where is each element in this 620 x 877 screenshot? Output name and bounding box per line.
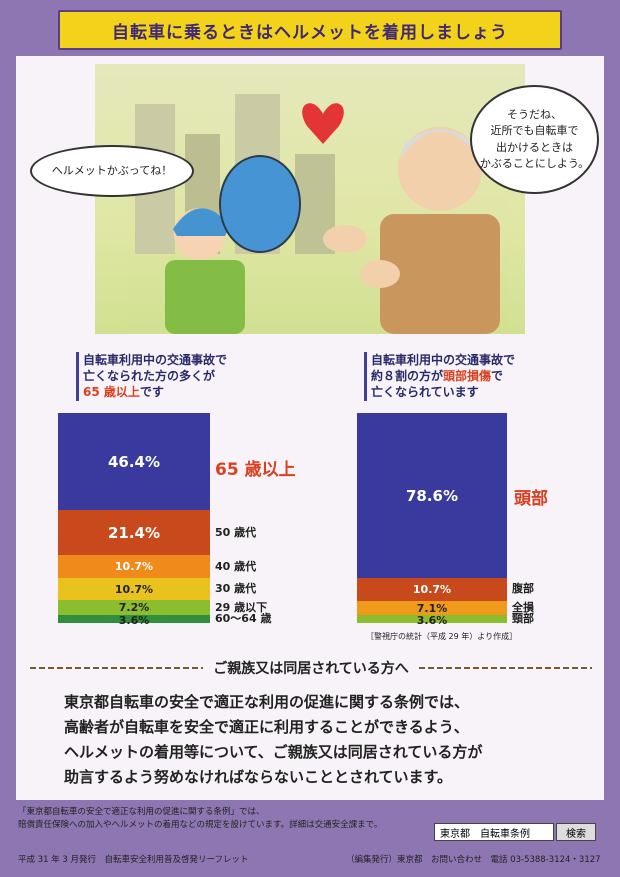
body-paragraph: 東京都自転車の安全で適正な利用の促進に関する条例では、 高齢者が自転車を安全で適… xyxy=(64,690,564,790)
divider-right xyxy=(418,667,592,669)
girl-shirt xyxy=(165,260,245,334)
right-chart-callout: 頭部 xyxy=(514,489,548,509)
left-heading-line: 亡くなられた方の多くが xyxy=(83,369,216,384)
section-heading: ご親族又は同居されている方へ xyxy=(30,657,592,679)
injury-legend-labels: 頸部 全損 腹部 xyxy=(512,413,572,626)
issue-info: 平成 31 年 3 月発行 自転車安全利用普及啓発リーフレット xyxy=(18,855,249,865)
body-line: 東京都自転車の安全で適正な利用の促進に関する条例では、 xyxy=(64,693,470,711)
search-input[interactable]: 東京都 自転車条例 xyxy=(434,823,554,841)
right-heading-line: 亡くなられています xyxy=(371,385,479,400)
bar-segment: 7.2% xyxy=(58,600,210,616)
age-stacked-bar: 3.6% 7.2% 10.7% 10.7% 21.4% 46.4% xyxy=(58,413,210,626)
left-heading-line: 自転車利用中の交通事故で xyxy=(83,353,228,367)
body-line: 高齢者が自転車を安全で適正に利用することができるよう、 xyxy=(64,718,469,736)
injury-stacked-bar: 3.6% 7.1% 10.7% 78.6% xyxy=(357,413,507,626)
right-heading-line: 自転車利用中の交通事故で xyxy=(371,353,516,367)
illustration-drawing xyxy=(135,94,500,334)
right-heading-suffix: で xyxy=(491,369,504,384)
body-line: ヘルメットの着用等について、ご親族又は同居されている方が xyxy=(64,743,483,761)
segment-label: 頸部 xyxy=(512,612,534,626)
man-hand xyxy=(360,260,400,288)
girl-speech-bubble: ヘルメットかぶってね！ xyxy=(30,145,194,197)
man-speech-line: 出かけるときは xyxy=(496,140,573,154)
man-speech-bubble: そうだね、 近所でも自転車で 出かけるときは かぶることにしよう。 xyxy=(470,85,599,194)
segment-label: 腹部 xyxy=(512,582,534,596)
bar-segment: 10.7% xyxy=(58,577,210,601)
bar-segment: 10.7% xyxy=(357,578,507,601)
section-heading-text: ご親族又は同居されている方へ xyxy=(213,661,409,677)
right-chart-heading: 自転車利用中の交通事故で 約８割の方が頭部損傷で 亡くなられています xyxy=(364,352,515,401)
man-face xyxy=(398,127,482,211)
segment-label: 50 歳代 xyxy=(215,525,257,539)
age-legend-labels: 60～64 歳 29 歳以下 30 歳代 40 歳代 50 歳代 xyxy=(215,413,295,626)
bar-segment: 21.4% xyxy=(58,510,210,556)
bar-segment: 46.4% xyxy=(58,413,210,511)
left-heading-suffix: です xyxy=(139,385,164,400)
right-heading-highlight: 頭部損傷 xyxy=(443,369,492,384)
man-hair xyxy=(400,129,480,159)
divider-left xyxy=(30,667,204,669)
data-source: ［警視庁の統計（平成 29 年）より作成］ xyxy=(366,632,518,641)
bar-segment: 10.7% xyxy=(58,555,210,578)
man-hand xyxy=(323,225,367,253)
man-speech-line: 近所でも自転車で xyxy=(490,124,579,137)
bar-segment: 3.6% xyxy=(357,615,507,626)
body-line: 助言するよう努めなければならないこととされています。 xyxy=(64,768,453,786)
footer-note-line: 「東京都自転車の安全で適正な利用の促進に関する条例」では、 xyxy=(18,807,265,817)
girl-speech-text: ヘルメットかぶってね！ xyxy=(51,163,173,177)
page-title: 自転車に乗るときはヘルメットを着用しましょう xyxy=(58,10,562,50)
man-vest xyxy=(380,214,500,334)
left-heading-line: 65 歳以上です xyxy=(83,384,227,400)
bar-segment: 3.6% xyxy=(58,615,210,626)
girl-helmet xyxy=(173,208,230,236)
segment-label: 29 歳以下 xyxy=(215,600,268,614)
segment-label: 30 歳代 xyxy=(215,582,257,596)
heart-icon xyxy=(302,103,344,144)
publisher-info: （編集発行）東京都 お問い合わせ 電話 03-5388-3124・3127 xyxy=(346,855,601,865)
left-chart-callout: 65 歳以上 xyxy=(215,460,296,480)
man-speech-line: そうだね、 xyxy=(507,107,562,121)
bar-segment: 78.6% xyxy=(357,413,507,579)
right-heading-prefix: 約８割の方が xyxy=(371,369,444,384)
right-heading-line: 約８割の方が頭部損傷で xyxy=(371,368,515,384)
segment-label: 40 歳代 xyxy=(215,559,257,573)
illustration-scene xyxy=(95,64,525,334)
footer-note-line: 賠償責任保険への加入やヘルメットの着用などの規定を設けています。詳細は交通安全課… xyxy=(18,820,383,830)
held-helmet-icon xyxy=(219,155,301,253)
footer-note: 「東京都自転車の安全で適正な利用の促進に関する条例」では、 賠償責任保険への加入… xyxy=(18,806,418,832)
search-button[interactable]: 検索 xyxy=(556,823,596,841)
segment-label: 全損 xyxy=(512,601,534,614)
bar-segment: 7.1% xyxy=(357,600,507,616)
segment-label: 60～64 歳 xyxy=(215,612,272,626)
left-heading-highlight: 65 歳以上 xyxy=(83,385,140,400)
left-chart-heading: 自転車利用中の交通事故で 亡くなられた方の多くが 65 歳以上です xyxy=(76,352,227,401)
man-speech-line: かぶることにしよう。 xyxy=(479,157,590,170)
